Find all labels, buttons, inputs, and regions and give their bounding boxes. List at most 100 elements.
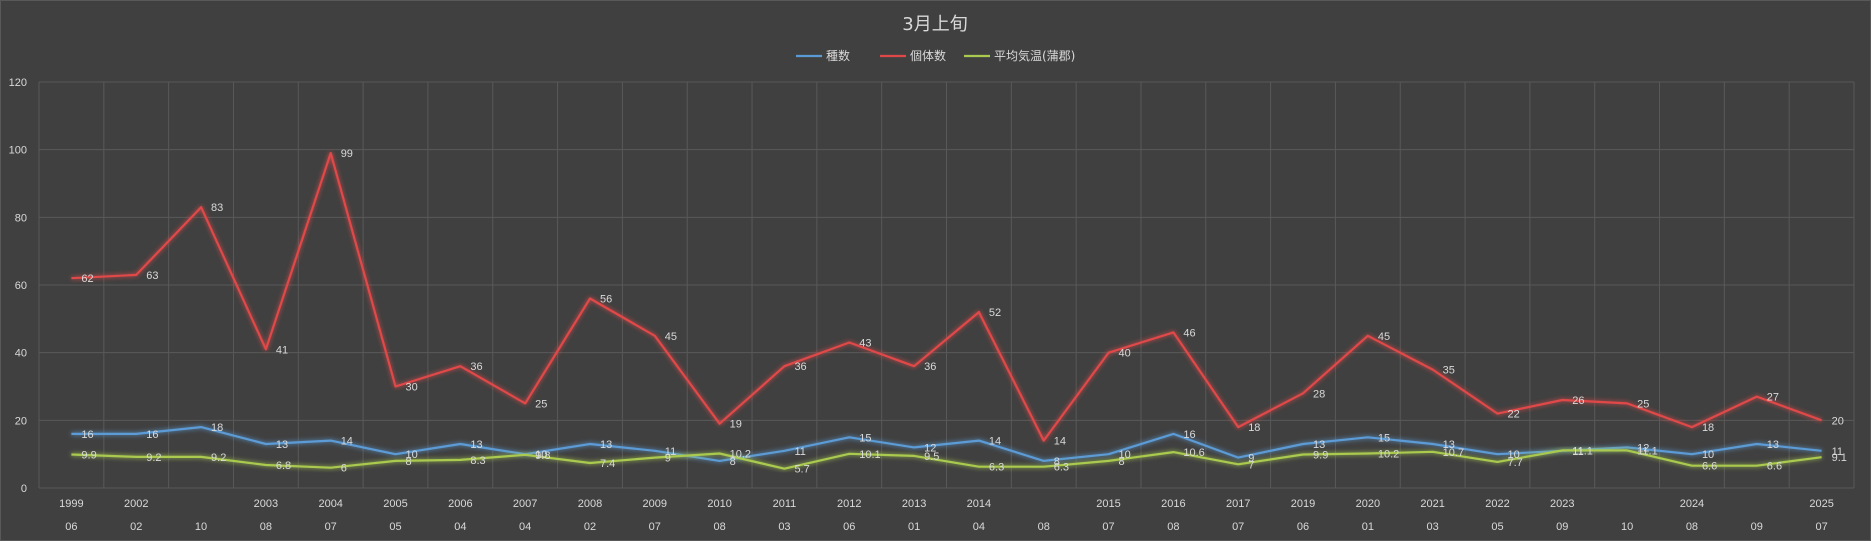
x-category-month: 08 — [1167, 521, 1179, 533]
x-category-month: 03 — [778, 521, 790, 533]
x-category-year: 2021 — [1420, 498, 1444, 510]
data-label: 52 — [989, 307, 1001, 319]
data-label: 13 — [1313, 439, 1325, 451]
data-label: 5.7 — [794, 464, 809, 476]
x-category-month: 07 — [1815, 521, 1827, 533]
data-label: 10.2 — [730, 448, 751, 460]
data-label: 11 — [1832, 446, 1843, 458]
data-label: 30 — [406, 382, 418, 394]
data-label: 45 — [665, 331, 677, 343]
data-label: 18 — [1248, 422, 1260, 434]
data-label: 28 — [1313, 388, 1325, 400]
data-label: 19 — [730, 419, 742, 431]
data-label: 18 — [211, 422, 223, 434]
x-category-year: 2015 — [1096, 498, 1120, 510]
data-label: 25 — [535, 398, 547, 410]
data-label: 40 — [1119, 348, 1131, 360]
data-label: 25 — [1637, 398, 1649, 410]
data-label: 9.8 — [535, 450, 550, 462]
data-label: 10.7 — [1443, 447, 1464, 459]
x-category-month: 10 — [195, 521, 207, 533]
data-label: 11.1 — [1637, 445, 1658, 457]
data-label: 36 — [794, 361, 806, 373]
data-label: 9 — [665, 453, 671, 465]
legend-label: 個体数 — [910, 48, 946, 63]
data-label: 10 — [1119, 449, 1131, 461]
data-label: 13 — [276, 439, 288, 451]
data-label: 9.9 — [81, 450, 96, 462]
data-label: 13 — [1767, 439, 1779, 451]
x-category-year: 2025 — [1809, 498, 1833, 510]
data-label: 6 — [341, 463, 347, 475]
legend: 種数 個体数 平均気温(蒲郡) — [796, 48, 1075, 63]
data-label: 10.1 — [859, 449, 880, 461]
data-label: 9.2 — [211, 452, 226, 464]
series-line-2 — [71, 449, 1822, 470]
data-label: 36 — [924, 361, 936, 373]
data-label: 6.3 — [1054, 462, 1069, 474]
data-label: 43 — [859, 338, 871, 350]
data-label: 16 — [146, 429, 158, 441]
data-label: 9 — [1248, 453, 1254, 465]
data-label: 22 — [1507, 409, 1519, 421]
data-label: 62 — [81, 273, 93, 285]
x-category-month: 04 — [454, 521, 466, 533]
x-category-month: 08 — [1686, 521, 1698, 533]
data-label: 7.7 — [1507, 457, 1522, 469]
data-label: 9.9 — [1313, 450, 1328, 462]
x-category-year: 2010 — [707, 498, 731, 510]
data-label: 10 — [1702, 449, 1714, 461]
data-label: 20 — [1832, 415, 1844, 427]
data-label: 27 — [1767, 392, 1779, 404]
y-tick-label: 0 — [21, 483, 27, 495]
x-category-year: 2008 — [578, 498, 602, 510]
data-label: 16 — [81, 429, 93, 441]
x-category-month: 02 — [130, 521, 142, 533]
x-category-year: 2019 — [1291, 498, 1315, 510]
x-category-year: 2003 — [254, 498, 278, 510]
data-label: 8 — [406, 456, 412, 468]
data-label: 6.6 — [1767, 461, 1782, 473]
data-label: 8 — [1054, 456, 1060, 468]
data-label: 15 — [859, 432, 871, 444]
data-label: 9.2 — [146, 452, 161, 464]
x-category-month: 07 — [649, 521, 661, 533]
data-label: 41 — [276, 344, 288, 356]
x-category-year: 2014 — [967, 498, 991, 510]
data-label: 13 — [600, 439, 612, 451]
data-label: 13 — [470, 439, 482, 451]
data-label: 10 — [535, 449, 547, 461]
x-category-year: 1999 — [59, 498, 83, 510]
data-label: 46 — [1183, 327, 1195, 339]
data-label: 6.8 — [276, 460, 291, 472]
x-axis-categories: 1999 06 2002 02 10 2003 08 2004 07 2005 05 2006 04 20… — [59, 498, 1834, 533]
data-label: 36 — [470, 361, 482, 373]
data-label: 56 — [600, 294, 612, 306]
x-category-year: 2016 — [1161, 498, 1185, 510]
data-label: 10 — [1507, 449, 1519, 461]
data-label: 63 — [146, 270, 158, 282]
x-category-year: 2009 — [643, 498, 667, 510]
x-category-year: 2022 — [1485, 498, 1509, 510]
data-label: 6.6 — [1702, 461, 1717, 473]
data-label: 11.1 — [1572, 445, 1593, 457]
x-category-month: 05 — [389, 521, 401, 533]
y-tick-label: 80 — [15, 212, 27, 224]
data-label: 11 — [794, 446, 805, 458]
chart-title: 3月上旬 — [902, 14, 967, 35]
data-label: 45 — [1378, 331, 1390, 343]
y-tick-label: 60 — [15, 280, 27, 292]
x-category-month: 08 — [260, 521, 272, 533]
x-category-month: 09 — [1556, 521, 1568, 533]
data-label: 12 — [924, 442, 936, 454]
x-category-month: 06 — [843, 521, 855, 533]
data-label: 9.5 — [924, 451, 939, 463]
data-label: 13 — [1443, 439, 1455, 451]
data-label: 11 — [1572, 446, 1583, 458]
x-category-month: 08 — [1038, 521, 1050, 533]
data-label: 18 — [1702, 422, 1714, 434]
data-label: 26 — [1572, 395, 1584, 407]
series-lines — [71, 152, 1822, 470]
x-category-month: 03 — [1427, 521, 1439, 533]
